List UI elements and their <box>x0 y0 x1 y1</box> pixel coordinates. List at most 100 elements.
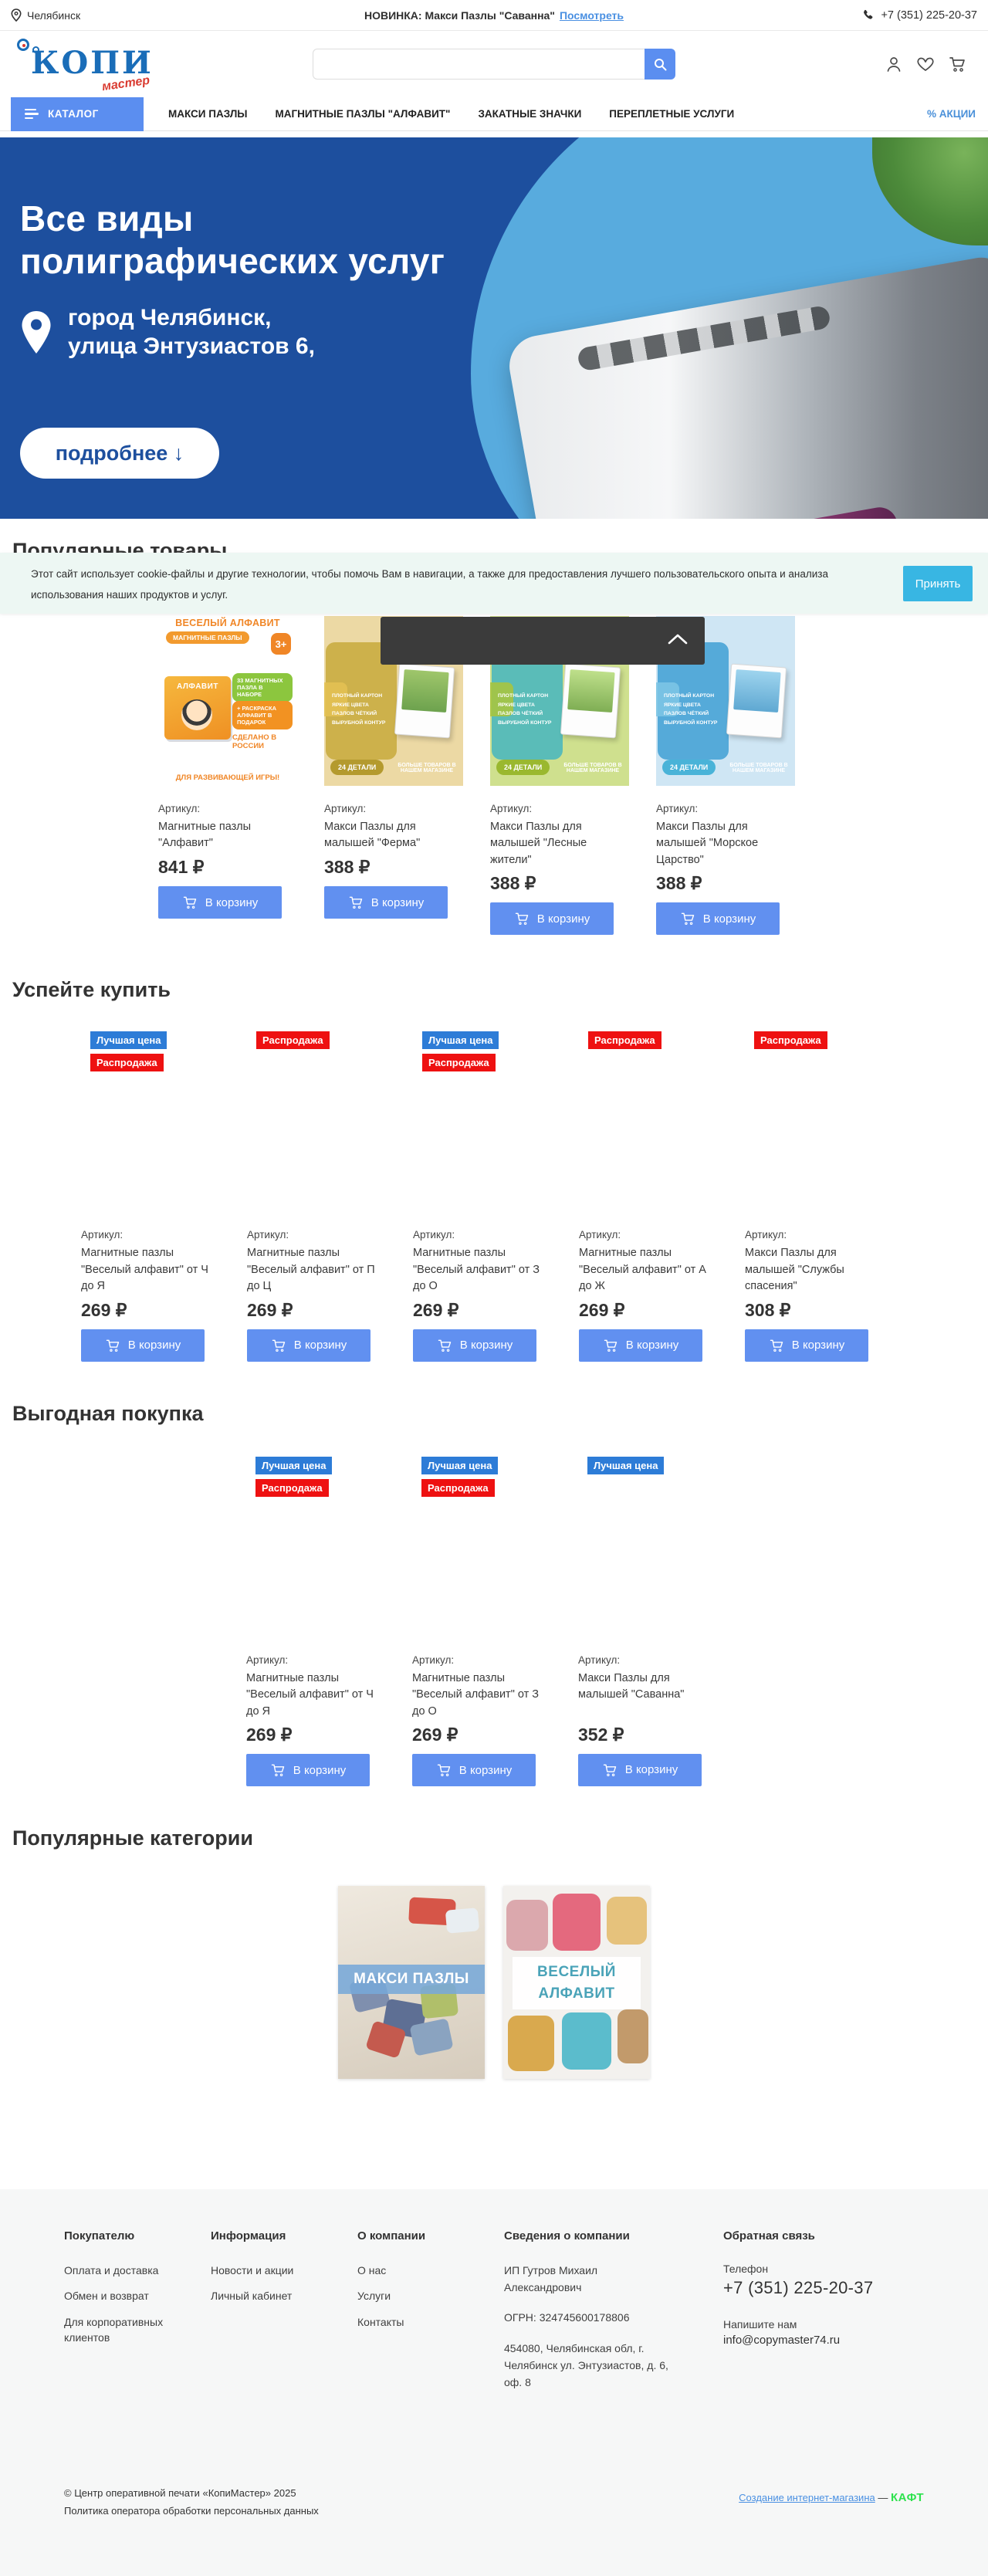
product-image[interactable]: Распродажа <box>247 1027 386 1213</box>
product-sku-label: Артикул: <box>578 1654 621 1666</box>
catalog-button[interactable]: КАТАЛОГ <box>11 96 144 131</box>
product-price: 388 ₽ <box>656 873 702 894</box>
chevron-up-icon[interactable] <box>668 633 688 645</box>
city-selector[interactable]: Челябинск <box>11 8 289 22</box>
product-image[interactable]: Лучшая цена Распродажа <box>413 1027 552 1213</box>
best-price-badge: Лучшая цена <box>90 1031 167 1050</box>
footer-link-payment[interactable]: Оплата и доставка <box>64 2264 159 2277</box>
artwork-box <box>394 663 455 739</box>
product-card: Лучшая цена Распродажа Артикул: Магнитны… <box>412 1451 551 1787</box>
product-title[interactable]: Магнитные пазлы "Веселый алфавит" от А д… <box>579 1247 706 1293</box>
product-title[interactable]: Макси Пазлы для малышей "Лесные жители" <box>490 821 587 866</box>
product-image[interactable]: Распродажа <box>579 1027 718 1213</box>
product-title[interactable]: Магнитные пазлы "Веселый алфавит" от З д… <box>412 1671 540 1718</box>
footer-link-services[interactable]: Услуги <box>357 2290 391 2303</box>
topbar-phone[interactable]: +7 (351) 225-20-37 <box>699 9 977 22</box>
product-sku-label: Артикул: <box>413 1229 455 1241</box>
footer-link-about[interactable]: О нас <box>357 2264 387 2277</box>
search-button[interactable] <box>645 49 675 80</box>
nav-item-magnetic-puzzles[interactable]: МАГНИТНЫЕ ПАЗЛЫ "АЛФАВИТ" <box>275 108 451 120</box>
puzzle-piece-decor <box>324 682 347 716</box>
product-image[interactable]: Лучшая цена <box>578 1451 717 1637</box>
footer-email-link[interactable]: info@copymaster74.ru <box>723 2334 841 2348</box>
product-card: Лучшая цена Распродажа Артикул: Магнитны… <box>81 1027 220 1362</box>
product-title[interactable]: Макси Пазлы для малышей "Саванна" <box>578 1671 685 1701</box>
footer-heading: Покупателю <box>64 2229 135 2243</box>
deal-products-row: Лучшая цена Распродажа Артикул: Магнитны… <box>0 1451 988 1787</box>
collapsed-notification-overlay[interactable] <box>381 617 705 665</box>
product-price: 308 ₽ <box>745 1299 791 1320</box>
product-image[interactable]: Распродажа <box>745 1027 884 1213</box>
add-to-cart-button[interactable]: В корзину <box>578 1753 702 1786</box>
add-to-cart-button[interactable]: В корзину <box>579 1329 702 1362</box>
privacy-policy-link[interactable]: Политика оператора обработки персональны… <box>64 2504 319 2517</box>
nav-item-sale[interactable]: % АКЦИИ <box>926 108 976 120</box>
product-title[interactable]: Макси Пазлы для малышей "Службы спасения… <box>745 1247 844 1293</box>
add-to-cart-button[interactable]: В корзину <box>247 1329 370 1362</box>
category-card-funny-alphabet[interactable]: ВЕСЕЛЫЙ АЛФАВИТ <box>503 1886 650 2080</box>
add-to-cart-button[interactable]: В корзину <box>413 1329 536 1362</box>
footer-link-contacts[interactable]: Контакты <box>357 2315 404 2328</box>
nav-item-badges[interactable]: ЗАКАТНЫЕ ЗНАЧКИ <box>478 108 582 120</box>
city-label[interactable]: Челябинск <box>27 8 81 22</box>
footer-phone-number[interactable]: +7 (351) 225-20-37 <box>723 2278 874 2298</box>
artwork-feature: + РАСКРАСКА АЛФАВИТ В ПОДАРОК <box>232 701 293 729</box>
logo-text: КОПИ <box>31 45 154 81</box>
badges: Лучшая цена Распродажа <box>90 1031 167 1076</box>
product-image[interactable]: Лучшая цена Распродажа <box>246 1451 385 1637</box>
search-input[interactable] <box>313 49 645 80</box>
cart-icon[interactable] <box>948 55 966 73</box>
logo[interactable]: КОПИ мастер <box>11 37 173 94</box>
product-price: 269 ₽ <box>246 1725 293 1745</box>
product-card: Распродажа Артикул: Магнитные пазлы "Вес… <box>579 1027 718 1362</box>
promo-view-link[interactable]: Посмотреть <box>559 8 624 22</box>
category-card-maxi-puzzles[interactable]: МАКСИ ПАЗЛЫ <box>338 1886 485 2080</box>
add-to-cart-button[interactable]: В корзину <box>412 1754 536 1787</box>
product-title[interactable]: Магнитные пазлы "Веселый алфавит" от П д… <box>247 1247 375 1293</box>
hamburger-icon <box>25 108 39 120</box>
add-to-cart-button[interactable]: В корзину <box>324 886 448 919</box>
product-card: Распродажа Артикул: Магнитные пазлы "Вес… <box>247 1027 386 1362</box>
product-title[interactable]: Макси Пазлы для малышей "Морское Царство… <box>656 821 759 866</box>
product-title[interactable]: Магнитные пазлы "Веселый алфавит" от Ч д… <box>246 1671 374 1718</box>
product-title[interactable]: Магнитные пазлы "Веселый алфавит" от Ч д… <box>81 1247 208 1293</box>
cookie-accept-button[interactable]: Принять <box>903 566 973 601</box>
artwork-caption: ДЛЯ РАЗВИВАЮЩЕЙ ИГРЫ! <box>175 773 280 782</box>
logo-splash-icon <box>17 39 29 51</box>
product-title[interactable]: Магнитные пазлы "Веселый алфавит" от З д… <box>413 1247 540 1293</box>
puzzle-piece-decor <box>490 682 513 716</box>
account-icon[interactable] <box>885 55 903 73</box>
footer-link-news[interactable]: Новости и акции <box>211 2264 294 2277</box>
developer-link[interactable]: Создание интернет-магазина <box>739 2492 875 2504</box>
add-to-cart-button[interactable]: В корзину <box>745 1329 868 1362</box>
footer-link-corporate[interactable]: Для корпоративных клиентов <box>64 2315 164 2344</box>
add-to-cart-button[interactable]: В корзину <box>490 902 614 936</box>
product-sku-label: Артикул: <box>579 1229 621 1241</box>
product-image[interactable]: ВЕСЕЛЫЙ АЛФАВИТ МАГНИТНЫЕ ПАЗЛЫ 3+ АЛФАВ… <box>158 616 297 786</box>
product-title[interactable]: Макси Пазлы для малышей "Ферма" <box>324 821 421 850</box>
add-to-cart-button[interactable]: В корзину <box>158 886 282 919</box>
sale-badge: Распродажа <box>754 1031 827 1050</box>
cookie-text: Этот сайт использует cookie-файлы и друг… <box>31 568 828 601</box>
navbar: КАТАЛОГ МАКСИ ПАЗЛЫ МАГНИТНЫЕ ПАЗЛЫ "АЛФ… <box>0 96 988 131</box>
phone-icon <box>864 9 873 19</box>
phone-label: Телефон <box>723 2263 769 2276</box>
product-image[interactable]: Лучшая цена Распродажа <box>412 1451 551 1637</box>
cart-icon <box>603 1764 616 1776</box>
phone-number[interactable]: +7 (351) 225-20-37 <box>881 8 977 22</box>
artwork-feature: СДЕЛАНО В РОССИИ <box>232 733 277 750</box>
hero-more-button[interactable]: подробнее ↓ <box>20 428 219 479</box>
alphabet-tile-decor <box>553 1894 601 1951</box>
footer-link-returns[interactable]: Обмен и возврат <box>64 2290 149 2303</box>
add-to-cart-button[interactable]: В корзину <box>656 902 780 936</box>
add-to-cart-button[interactable]: В корзину <box>246 1754 370 1787</box>
add-to-cart-label: В корзину <box>293 1763 347 1777</box>
nav-item-maxi-puzzles[interactable]: МАКСИ ПАЗЛЫ <box>168 108 248 120</box>
add-to-cart-button[interactable]: В корзину <box>81 1329 205 1362</box>
product-image[interactable]: Лучшая цена Распродажа <box>81 1027 220 1213</box>
nav-item-binding[interactable]: ПЕРЕПЛЕТНЫЕ УСЛУГИ <box>609 108 735 120</box>
favorites-heart-icon[interactable] <box>916 55 935 73</box>
cart-icon <box>272 1339 285 1352</box>
product-title[interactable]: Магнитные пазлы "Алфавит" <box>158 821 251 850</box>
footer-link-account[interactable]: Личный кабинет <box>211 2290 293 2303</box>
